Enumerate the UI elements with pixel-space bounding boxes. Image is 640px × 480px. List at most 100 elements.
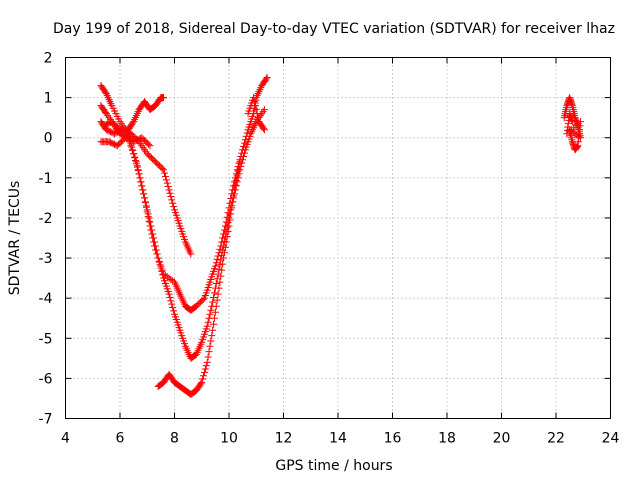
x-tick-label: 6: [116, 431, 125, 447]
data-point: [136, 174, 144, 182]
data-point: [220, 254, 228, 262]
data-point: [240, 149, 248, 157]
data-point: [164, 183, 172, 191]
data-point: [206, 310, 214, 318]
data-point: [204, 353, 212, 361]
y-axis-label: SDTVAR / TECUs: [7, 181, 23, 296]
data-point: [169, 199, 177, 207]
data-point: [132, 158, 140, 166]
data-point: [141, 194, 149, 202]
data-point: [260, 124, 268, 132]
data-point: [165, 290, 173, 298]
data-point: [236, 166, 244, 174]
data-point: [203, 358, 211, 366]
data-point: [145, 140, 153, 148]
data-point: [206, 342, 214, 350]
data-point: [161, 169, 169, 177]
data-point: [159, 271, 167, 279]
x-tick-label: 12: [275, 431, 293, 447]
y-tick-label: 2: [44, 51, 53, 67]
data-point: [169, 304, 177, 312]
data-point: [227, 210, 235, 218]
data-point: [214, 252, 222, 260]
data-point: [166, 189, 174, 197]
data-point: [225, 222, 233, 230]
data-point: [210, 293, 218, 301]
data-point: [137, 178, 145, 186]
data-point: [216, 278, 224, 286]
data-point: [262, 75, 270, 83]
data-point: [101, 88, 109, 96]
data-point: [142, 202, 150, 210]
data-point: [240, 152, 248, 160]
data-point: [201, 365, 209, 373]
data-point: [253, 110, 261, 118]
x-tick-label: 24: [602, 431, 620, 447]
data-point: [212, 302, 220, 310]
data-point: [222, 218, 230, 226]
data-point: [158, 164, 166, 172]
x-tick-label: 20: [493, 431, 511, 447]
data-point: [199, 375, 207, 383]
data-point: [170, 307, 178, 315]
data-point: [235, 162, 243, 170]
data-point: [230, 186, 238, 194]
data-point: [154, 254, 162, 262]
y-tick-label: 0: [44, 131, 53, 147]
data-point: [251, 102, 259, 110]
data-point: [219, 260, 227, 268]
data-point: [213, 296, 221, 304]
data-point: [202, 362, 210, 370]
data-point: [130, 150, 138, 158]
data-point: [211, 262, 219, 270]
data-point: [209, 298, 217, 306]
data-point: [232, 177, 240, 185]
x-tick-label: 16: [384, 431, 402, 447]
data-point: [197, 380, 205, 388]
x-tick-label: 10: [220, 431, 238, 447]
data-point: [217, 272, 225, 280]
data-point: [223, 233, 231, 241]
data-point: [162, 176, 170, 184]
data-point: [233, 172, 241, 180]
data-point: [226, 216, 234, 224]
data-point: [207, 306, 215, 314]
data-point: [148, 226, 156, 234]
x-tick-label: 18: [438, 431, 456, 447]
data-point: [170, 203, 178, 211]
data-point: [222, 238, 230, 246]
y-tick-label: -3: [39, 251, 53, 267]
data-point: [207, 337, 215, 345]
data-point: [215, 284, 223, 292]
x-tick-label: 22: [547, 431, 565, 447]
data-point: [220, 242, 228, 250]
data-point: [131, 154, 139, 162]
series-arc-7: [244, 94, 268, 134]
x-tick-label: 4: [61, 431, 70, 447]
data-point: [228, 204, 236, 212]
data-point: [210, 320, 218, 328]
data-point: [214, 290, 222, 298]
data-point: [223, 223, 231, 231]
data-point: [229, 198, 237, 206]
series-arc-6: [97, 134, 154, 150]
data-point: [161, 172, 169, 180]
axis-ticks: [65, 57, 611, 419]
data-point: [233, 178, 241, 186]
data-point: [198, 378, 206, 386]
data-point: [153, 250, 161, 258]
data-point: [145, 214, 153, 222]
data-point: [230, 192, 238, 200]
data-point: [168, 196, 176, 204]
data-point: [165, 186, 173, 194]
data-point: [250, 94, 258, 102]
data-point: [212, 259, 220, 267]
data-point: [236, 158, 244, 166]
data-points: [97, 74, 585, 398]
data-point: [263, 74, 271, 82]
data-point: [209, 326, 217, 334]
data-point: [167, 193, 175, 201]
series-arc-8: [560, 94, 585, 154]
data-point: [224, 227, 232, 235]
